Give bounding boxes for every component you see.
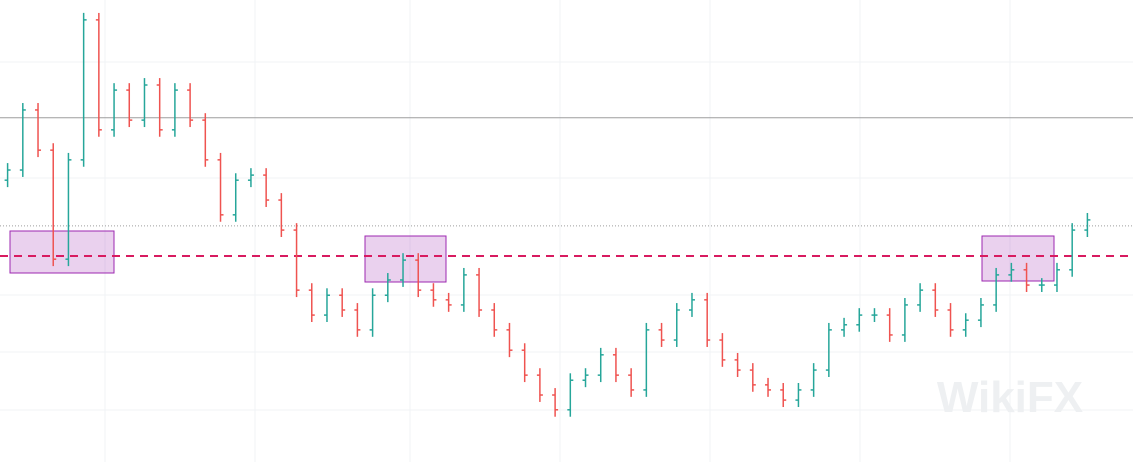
levels xyxy=(0,117,1133,257)
zone-box xyxy=(9,230,115,274)
bars xyxy=(4,12,1091,417)
watermark: WikiFX xyxy=(937,373,1083,422)
zone-box xyxy=(364,235,447,283)
zone-box xyxy=(981,235,1055,282)
